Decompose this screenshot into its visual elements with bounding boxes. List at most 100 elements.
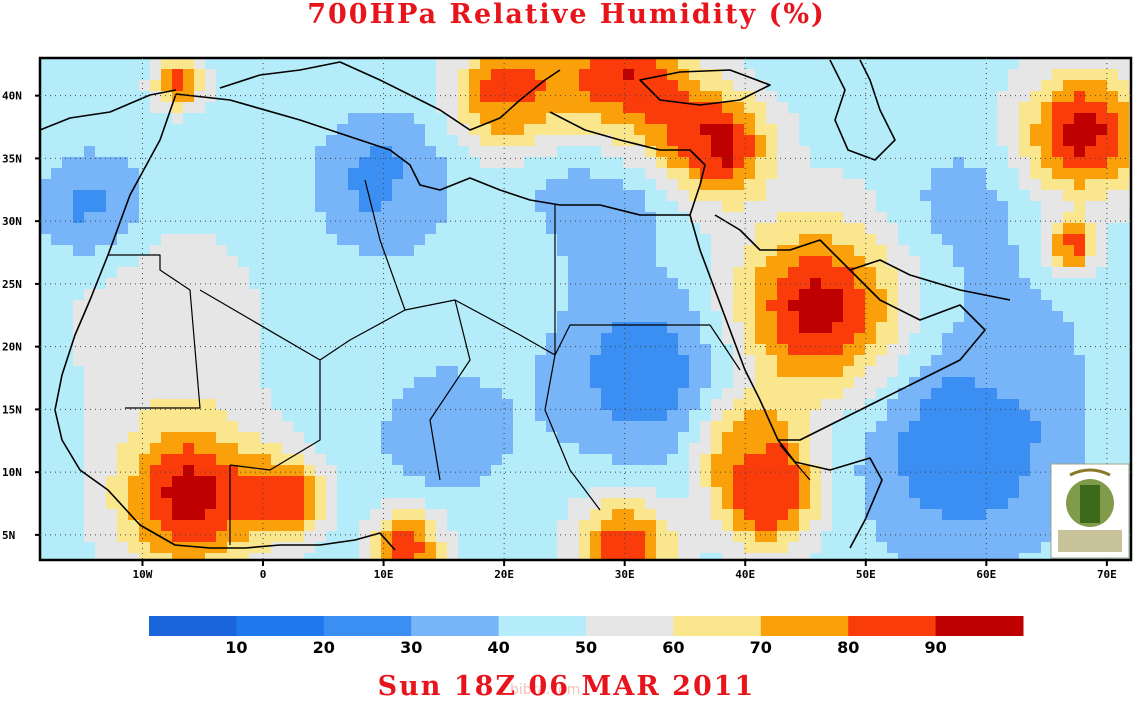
- humidity-cell: [1008, 498, 1020, 510]
- humidity-cell: [1063, 344, 1075, 356]
- humidity-cell: [150, 465, 162, 477]
- humidity-cell: [590, 102, 602, 114]
- humidity-cell: [722, 58, 734, 70]
- humidity-cell: [447, 124, 459, 136]
- humidity-cell: [150, 256, 162, 268]
- humidity-cell: [920, 487, 932, 499]
- humidity-cell: [139, 520, 151, 532]
- humidity-cell: [546, 124, 558, 136]
- humidity-cell: [1118, 201, 1130, 213]
- humidity-cell: [447, 476, 459, 488]
- humidity-cell: [678, 91, 690, 103]
- humidity-cell: [337, 377, 349, 389]
- humidity-cell: [40, 454, 52, 466]
- humidity-cell: [733, 267, 745, 279]
- humidity-cell: [964, 91, 976, 103]
- humidity-cell: [623, 333, 635, 345]
- humidity-cell: [909, 465, 921, 477]
- humidity-cell: [667, 377, 679, 389]
- humidity-cell: [634, 531, 646, 543]
- humidity-cell: [436, 190, 448, 202]
- humidity-cell: [975, 146, 987, 158]
- humidity-cell: [524, 146, 536, 158]
- humidity-cell: [832, 135, 844, 147]
- humidity-cell: [491, 102, 503, 114]
- humidity-cell: [304, 234, 316, 246]
- humidity-cell: [854, 498, 866, 510]
- humidity-cell: [810, 223, 822, 235]
- humidity-cell: [898, 344, 910, 356]
- humidity-cell: [843, 344, 855, 356]
- humidity-cell: [282, 201, 294, 213]
- humidity-cell: [293, 377, 305, 389]
- humidity-cell: [73, 531, 85, 543]
- humidity-cell: [205, 498, 217, 510]
- humidity-cell: [810, 344, 822, 356]
- humidity-cell: [282, 410, 294, 422]
- humidity-cell: [788, 113, 800, 125]
- humidity-cell: [414, 124, 426, 136]
- humidity-cell: [282, 399, 294, 411]
- humidity-cell: [986, 190, 998, 202]
- humidity-cell: [62, 344, 74, 356]
- humidity-cell: [150, 267, 162, 279]
- humidity-cell: [645, 377, 657, 389]
- humidity-cell: [942, 399, 954, 411]
- humidity-cell: [843, 520, 855, 532]
- humidity-cell: [898, 476, 910, 488]
- humidity-cell: [370, 201, 382, 213]
- humidity-cell: [722, 355, 734, 367]
- humidity-cell: [282, 542, 294, 554]
- humidity-cell: [612, 553, 624, 560]
- humidity-cell: [491, 476, 503, 488]
- humidity-cell: [612, 201, 624, 213]
- humidity-cell: [491, 201, 503, 213]
- humidity-cell: [535, 399, 547, 411]
- humidity-cell: [414, 476, 426, 488]
- humidity-cell: [436, 443, 448, 455]
- humidity-cell: [106, 212, 118, 224]
- humidity-cell: [51, 190, 63, 202]
- lon-tick-label: 30E: [615, 568, 635, 581]
- humidity-cell: [799, 311, 811, 323]
- humidity-cell: [964, 498, 976, 510]
- humidity-cell: [304, 498, 316, 510]
- humidity-cell: [1019, 234, 1031, 246]
- humidity-cell: [414, 553, 426, 560]
- humidity-cell: [546, 520, 558, 532]
- humidity-cell: [1063, 190, 1075, 202]
- humidity-cell: [1118, 267, 1130, 279]
- humidity-cell: [667, 487, 679, 499]
- humidity-cell: [194, 487, 206, 499]
- humidity-cell: [128, 179, 140, 191]
- humidity-cell: [139, 135, 151, 147]
- humidity-cell: [711, 410, 723, 422]
- humidity-cell: [590, 58, 602, 70]
- humidity-cell: [392, 267, 404, 279]
- humidity-cell: [194, 267, 206, 279]
- humidity-cell: [964, 322, 976, 334]
- humidity-cell: [799, 344, 811, 356]
- humidity-cell: [315, 267, 327, 279]
- humidity-cell: [755, 311, 767, 323]
- humidity-cell: [480, 201, 492, 213]
- humidity-cell: [491, 498, 503, 510]
- humidity-cell: [711, 102, 723, 114]
- humidity-cell: [315, 157, 327, 169]
- humidity-cell: [777, 69, 789, 81]
- humidity-cell: [865, 212, 877, 224]
- humidity-cell: [931, 124, 943, 136]
- humidity-cell: [458, 311, 470, 323]
- humidity-cell: [1008, 278, 1020, 290]
- humidity-cell: [381, 399, 393, 411]
- humidity-cell: [898, 135, 910, 147]
- humidity-cell: [238, 289, 250, 301]
- humidity-cell: [964, 223, 976, 235]
- humidity-cell: [150, 223, 162, 235]
- humidity-cell: [392, 157, 404, 169]
- humidity-cell: [1052, 300, 1064, 312]
- humidity-cell: [975, 201, 987, 213]
- humidity-cell: [436, 91, 448, 103]
- humidity-cell: [1008, 344, 1020, 356]
- humidity-cell: [1063, 146, 1075, 158]
